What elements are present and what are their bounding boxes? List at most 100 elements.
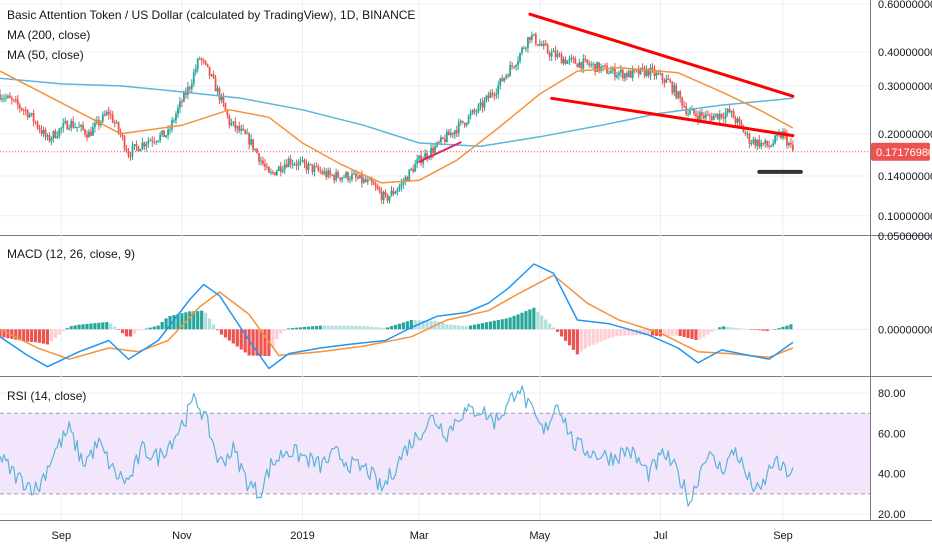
candle-body: [190, 83, 193, 90]
candle: [598, 62, 601, 74]
candle-body: [127, 151, 130, 156]
candle: [453, 129, 456, 140]
candle: [216, 85, 219, 96]
macd-histogram-bar: [219, 329, 224, 335]
candle-body: [699, 112, 701, 121]
candle: [436, 141, 438, 149]
macd-histogram-bar: [722, 326, 726, 330]
candle: [754, 137, 757, 149]
candle: [736, 116, 739, 126]
candle: [269, 168, 272, 176]
candle: [194, 64, 197, 76]
macd-histogram-bar: [322, 325, 326, 330]
candle-body: [459, 120, 462, 123]
candle: [279, 161, 282, 177]
candle-body: [491, 92, 494, 95]
candle-body: [697, 115, 699, 121]
candle: [198, 56, 201, 61]
candle: [70, 118, 73, 132]
macd-histogram-bar: [330, 325, 334, 330]
candle: [268, 166, 270, 174]
candle-body: [659, 73, 662, 75]
macd-histogram-bar: [259, 329, 263, 356]
macd-histogram-bar: [279, 329, 283, 334]
candle: [503, 77, 506, 83]
candle: [347, 171, 349, 183]
candle-body: [10, 98, 13, 100]
candle: [12, 98, 15, 103]
candle: [159, 131, 162, 143]
candle-body: [173, 120, 175, 122]
candle-body: [493, 94, 496, 96]
candle: [307, 161, 310, 175]
candle-body: [449, 132, 452, 136]
macd-histogram-bar: [283, 329, 287, 331]
macd-histogram-bar: [366, 326, 370, 330]
macd-histogram-bar: [686, 329, 690, 338]
macd-histogram-bar: [461, 325, 465, 330]
candle-body: [412, 168, 415, 172]
candle: [153, 136, 156, 145]
macd-histogram-bar: [291, 328, 295, 330]
macd-histogram-bar: [294, 327, 299, 330]
candle-body: [465, 123, 468, 126]
candle: [558, 51, 561, 58]
candle: [321, 168, 324, 176]
candle: [388, 195, 391, 204]
macd-histogram-bar: [255, 329, 259, 356]
macd-histogram-bar: [172, 315, 176, 330]
candle: [38, 124, 41, 134]
candle-body: [317, 166, 320, 171]
candle-body: [16, 99, 19, 105]
candle-body: [301, 160, 304, 162]
candle: [190, 79, 193, 94]
candle-body: [394, 191, 397, 194]
macd-histogram-bar: [623, 329, 627, 336]
candle-body: [155, 141, 158, 143]
candle-body: [489, 92, 492, 98]
macd-histogram-bar: [314, 325, 318, 330]
candle: [131, 141, 134, 160]
candle: [90, 126, 92, 137]
candle: [343, 174, 345, 179]
macd-histogram-bar: [555, 329, 560, 332]
candle: [236, 125, 239, 134]
candle-body: [222, 96, 225, 104]
candle: [574, 56, 577, 64]
candle: [266, 162, 268, 171]
macd-histogram-bar: [318, 325, 322, 330]
candle-body: [604, 65, 606, 67]
candle: [546, 42, 549, 55]
macd-histogram-bar: [710, 329, 714, 333]
time-tick-label: Nov: [172, 530, 192, 542]
candle-body: [68, 127, 71, 130]
candle-body: [24, 110, 27, 112]
candle: [495, 88, 498, 99]
candle: [677, 90, 680, 100]
candle-body: [121, 134, 124, 137]
macd-histogram-bar: [631, 329, 635, 336]
candle: [540, 40, 543, 47]
macd-histogram-bar: [615, 329, 619, 337]
candle: [224, 102, 227, 111]
candle-body: [471, 110, 474, 114]
candle-body: [258, 153, 260, 162]
macd-histogram-bar: [370, 326, 374, 330]
candle-body: [584, 58, 587, 60]
candle: [679, 89, 682, 103]
candle: [192, 68, 195, 87]
macd-histogram-bar: [401, 322, 405, 330]
macd-histogram-bar: [85, 323, 89, 330]
candle-body: [90, 131, 92, 136]
candle: [497, 80, 500, 99]
candle-body: [754, 139, 757, 146]
macd-histogram-bar: [346, 325, 350, 330]
candle-body: [236, 125, 239, 129]
macd-histogram-bar: [670, 329, 674, 336]
candle: [20, 107, 23, 112]
candle-body: [275, 170, 278, 176]
candle: [32, 109, 35, 127]
candle-body: [606, 65, 608, 74]
candle: [695, 109, 697, 119]
